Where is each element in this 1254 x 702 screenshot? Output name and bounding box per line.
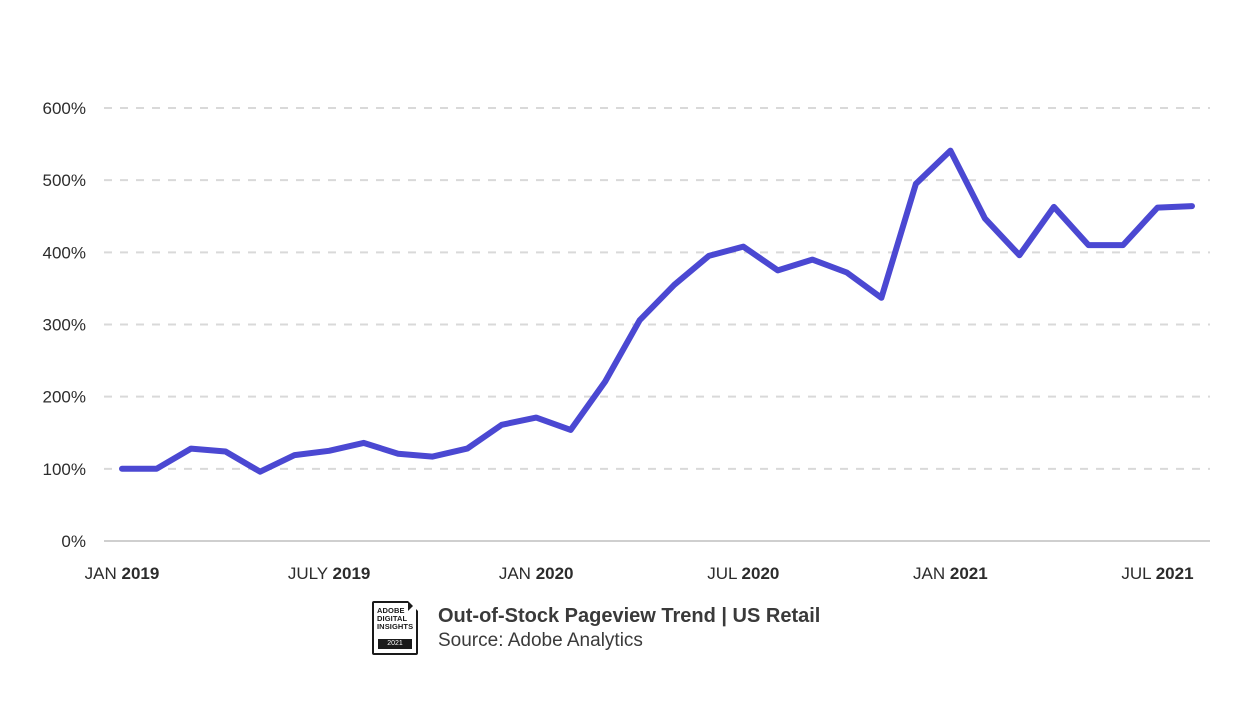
data-point <box>878 295 884 301</box>
data-point <box>913 181 919 187</box>
data-point <box>292 452 298 458</box>
badge-corner-cut <box>408 601 418 611</box>
x-axis-tick-labels: JAN 2019 JULY 2019 JAN 2020 JUL 2020 JAN 202… <box>85 564 1194 583</box>
data-point <box>602 379 608 385</box>
data-point <box>1051 204 1057 210</box>
data-point <box>1154 205 1160 211</box>
data-point <box>1016 252 1022 258</box>
y-axis-tick-labels: 0% 100% 200% 300% 400% 500% 600% <box>43 99 86 551</box>
y-tick-label: 500% <box>43 171 86 190</box>
data-point <box>637 317 643 323</box>
y-tick-label: 600% <box>43 99 86 118</box>
x-tick-label: JULY 2019 <box>288 564 371 583</box>
data-point <box>1189 203 1195 209</box>
data-point <box>775 267 781 273</box>
y-tick-label: 300% <box>43 316 86 335</box>
data-point <box>947 148 953 154</box>
data-point <box>568 427 574 433</box>
badge-label: ADOBE DIGITAL INSIGHTS <box>377 606 414 631</box>
data-point <box>982 215 988 221</box>
adobe-digital-insights-logo: ADOBE DIGITAL INSIGHTS 2021 <box>372 601 418 655</box>
y-tick-label: 400% <box>43 243 86 262</box>
y-tick-label: 100% <box>43 460 86 479</box>
data-point <box>361 440 367 446</box>
data-point <box>809 257 815 263</box>
chart-footer: ADOBE DIGITAL INSIGHTS 2021 Out-of-Stock… <box>372 598 820 658</box>
y-tick-label: 0% <box>61 532 86 551</box>
x-tick-label: JAN 2021 <box>913 564 988 583</box>
grid-lines <box>104 107 1210 470</box>
data-point <box>188 446 194 452</box>
data-point <box>464 446 470 452</box>
data-point <box>1085 242 1091 248</box>
data-point <box>1120 242 1126 248</box>
x-tick-label: JAN 2020 <box>499 564 574 583</box>
data-point <box>844 270 850 276</box>
data-point <box>119 466 125 472</box>
data-point <box>706 253 712 259</box>
data-point <box>257 469 263 475</box>
data-points <box>119 148 1195 475</box>
data-point <box>499 422 505 428</box>
chart-title: Out-of-Stock Pageview Trend | US Retail <box>438 605 821 627</box>
footer-text: Out-of-Stock Pageview Trend | US Retail … <box>438 603 820 653</box>
badge-year: 2021 <box>378 639 412 649</box>
data-point <box>430 454 436 460</box>
x-tick-label: JAN 2019 <box>85 564 160 583</box>
data-point <box>395 451 401 457</box>
x-tick-label: JUL 2021 <box>1121 564 1193 583</box>
data-point <box>740 244 746 250</box>
data-point <box>671 282 677 288</box>
y-tick-label: 200% <box>43 388 86 407</box>
data-point <box>223 449 229 455</box>
x-tick-label: JUL 2020 <box>707 564 779 583</box>
series-line <box>119 147 1195 475</box>
data-point <box>533 415 539 421</box>
data-point <box>154 466 160 472</box>
chart-source: Source: Adobe Analytics <box>438 630 643 651</box>
data-point <box>326 448 332 454</box>
